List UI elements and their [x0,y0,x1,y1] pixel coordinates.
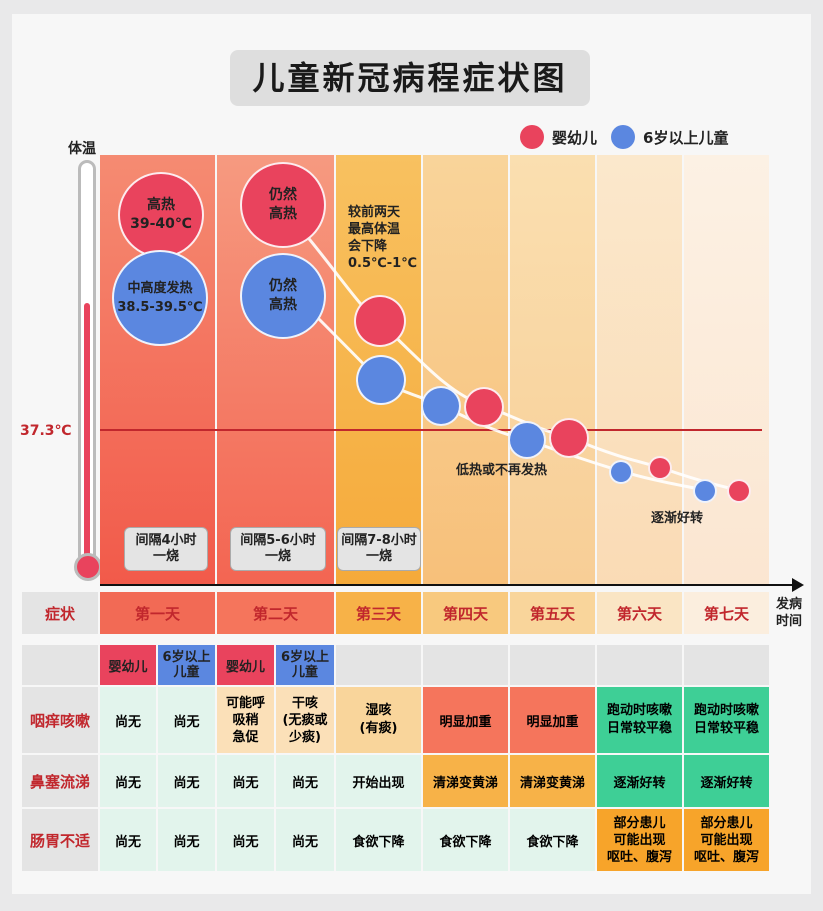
page-title: 儿童新冠病程症状图 [230,50,590,106]
reference-line-label: 37.3℃ [20,423,72,439]
day-column-7 [684,155,769,585]
table-cell: 清涕变黄涕 [423,755,508,807]
subheader-day7 [684,645,769,685]
table-cell: 跑动时咳嗽 日常较平稳 [684,687,769,753]
subheader-day1-infant: 婴幼儿 [100,645,156,685]
table-cell: 尚无 [158,755,215,807]
x-axis [100,584,800,586]
thermometer-icon [78,160,96,565]
legend-dot-infant [520,125,544,149]
trend-line-older [278,278,705,492]
table-cell: 逐渐好转 [684,755,769,807]
bubble-day7-infant [727,479,751,503]
table-cell: 尚无 [217,809,274,871]
table-cell: 尚无 [158,687,215,753]
table-cell: 尚无 [276,755,334,807]
interval-day3: 间隔7-8小时 一烧 [337,527,421,571]
bubble-day4-older [421,386,461,426]
note-recovering: 逐渐好转 [651,511,704,526]
bubble-day3-infant [354,295,406,347]
bubble-day1-older: 中高度发热 38.5-39.5℃ [112,250,208,346]
table-cell: 干咳 (无痰或 少痰) [276,687,334,753]
x-axis-label: 发病时间 [775,597,802,629]
symptom-header: 症状 [22,592,98,634]
interval-day2: 间隔5-6小时 一烧 [230,527,326,571]
table-cell: 清涕变黄涕 [510,755,595,807]
subheader-day2-older: 6岁以上 儿童 [276,645,334,685]
bubble-day5-infant [549,418,589,458]
day-label-1: 第一天 [100,592,215,634]
legend-item-older: 6岁以上儿童 [611,125,728,149]
day-label-6: 第六天 [597,592,682,634]
row-label-stomach: 肠胃不适 [22,809,98,871]
legend-item-infant: 婴幼儿 [520,125,597,149]
table-cell: 部分患儿 可能出现 呕吐、腹泻 [597,809,682,871]
table-cell: 尚无 [158,809,215,871]
table-cell: 食欲下降 [510,809,595,871]
table-cell: 明显加重 [510,687,595,753]
table-cell: 食欲下降 [336,809,421,871]
table-cell: 明显加重 [423,687,508,753]
interval-day1: 间隔4小时 一烧 [124,527,208,571]
table-cell: 尚无 [100,755,156,807]
day-column-5 [510,155,595,585]
day-label-3: 第三天 [336,592,421,634]
day-column-4 [423,155,508,585]
note-low-fever: 低热或不再发热 [456,463,548,478]
bubble-day7-older [693,479,717,503]
thermometer-fill [84,303,90,562]
day-column-6 [597,155,682,585]
bubble-day2-infant: 仍然 高热 [240,162,326,248]
bubble-day4-infant [464,387,504,427]
subheader-day6 [597,645,682,685]
row-label-cough: 咽痒咳嗽 [22,687,98,753]
table-cell: 开始出现 [336,755,421,807]
day-label-2: 第二天 [217,592,334,634]
table-cell: 湿咳 (有痰) [336,687,421,753]
table-cell: 跑动时咳嗽 日常较平稳 [597,687,682,753]
subheader-day3 [336,645,421,685]
table-cell: 尚无 [217,755,274,807]
subheader-day1-older: 6岁以上 儿童 [158,645,215,685]
table-corner [22,645,98,685]
legend-label-infant: 婴幼儿 [552,128,598,147]
bubble-day6-older [609,460,633,484]
x-axis-arrow-icon [792,578,804,592]
bubble-day6-infant [648,456,672,480]
legend-label-older: 6岁以上儿童 [643,128,729,147]
day-label-5: 第五天 [510,592,595,634]
table-cell: 可能呼 吸稍 急促 [217,687,274,753]
table-cell: 食欲下降 [423,809,508,871]
bubble-day5-older [508,421,546,459]
table-cell: 尚无 [100,687,156,753]
legend: 婴幼儿 6岁以上儿童 [520,125,742,149]
bubble-day1-infant: 高热 39-40℃ [118,172,204,258]
y-axis-label: 体温 [68,141,96,157]
subheader-day4 [423,645,508,685]
legend-dot-older [611,125,636,149]
table-cell: 逐渐好转 [597,755,682,807]
day-label-4: 第四天 [423,592,508,634]
table-cell: 部分患儿 可能出现 呕吐、腹泻 [684,809,769,871]
table-cell: 尚无 [100,809,156,871]
row-label-nasal: 鼻塞流涕 [22,755,98,807]
day-label-7: 第七天 [684,592,769,634]
bubble-day2-older: 仍然 高热 [240,253,326,339]
note-day3: 较前两天 最高体温 会下降 0.5℃-1℃ [348,205,417,271]
day-header-row: 症状 第一天 第二天 第三天 第四天 第五天 第六天 第七天 [22,592,772,634]
bubble-day3-older [356,355,406,405]
subheader-day2-infant: 婴幼儿 [217,645,274,685]
table-cell: 尚无 [276,809,334,871]
subheader-day5 [510,645,595,685]
